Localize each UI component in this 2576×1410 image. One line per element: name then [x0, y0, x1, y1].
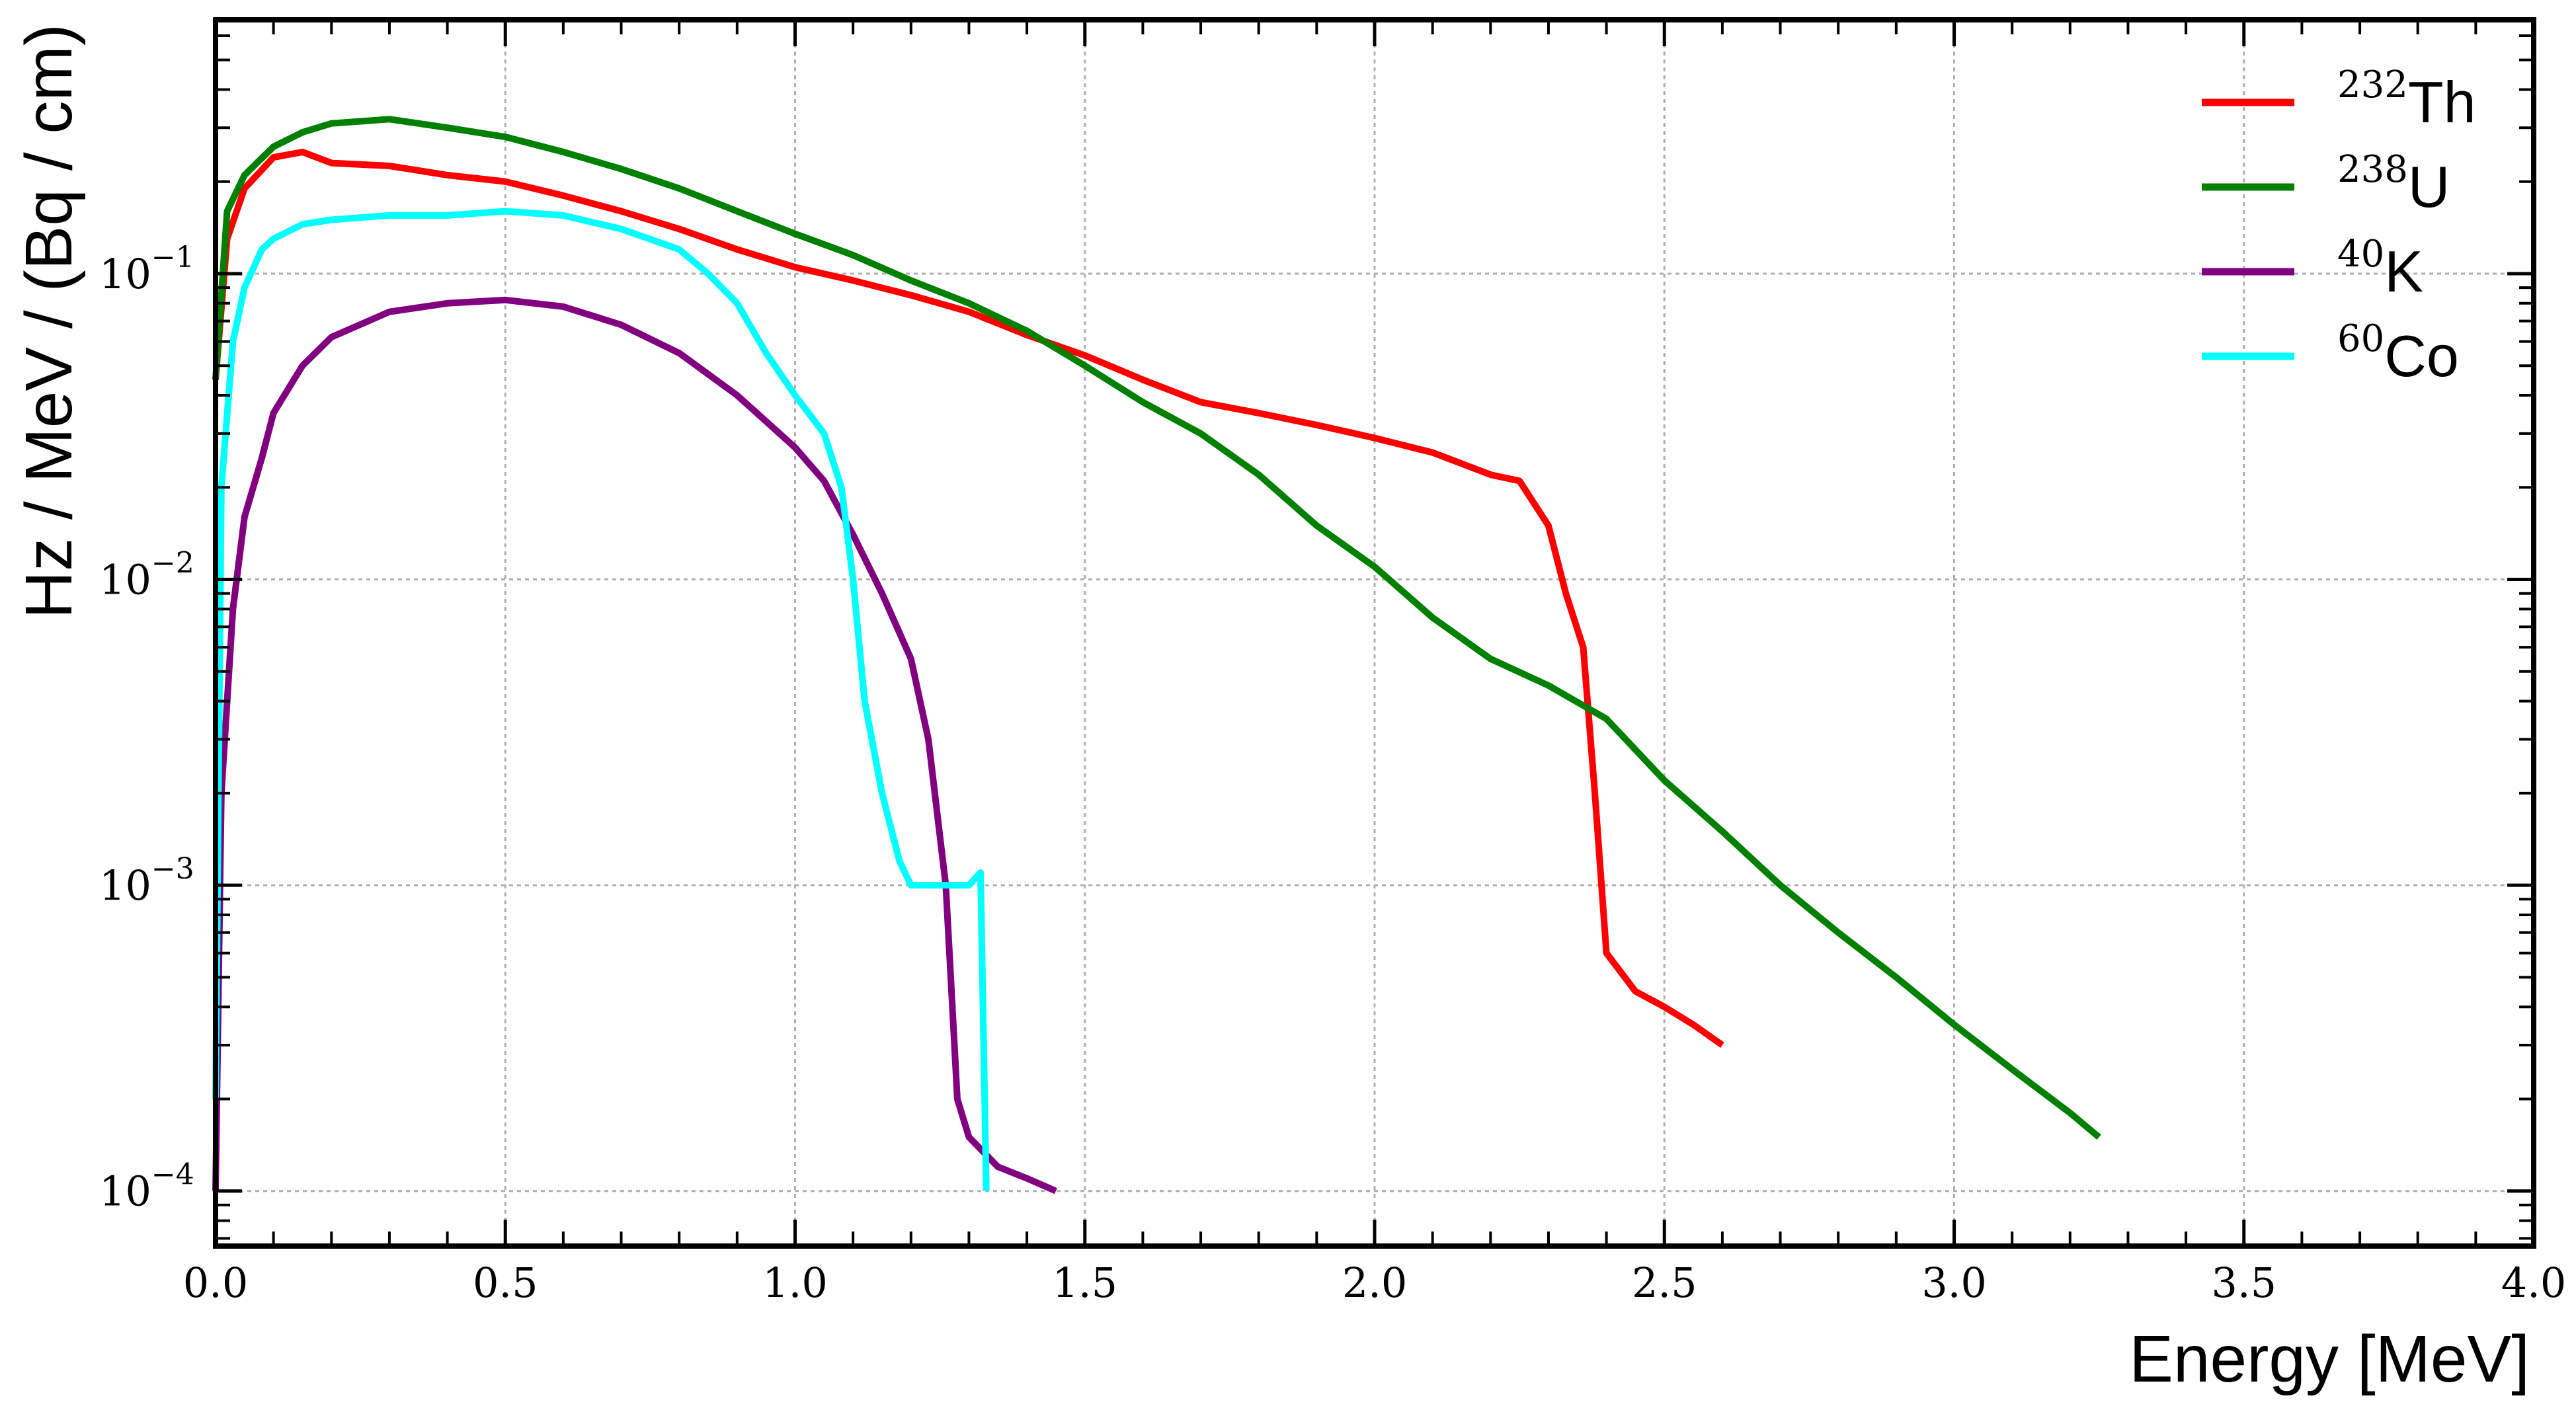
- legend-mass-number: 238: [2337, 148, 2408, 191]
- x-tick-label: 0.5: [473, 1259, 538, 1307]
- x-tick-label: 1.0: [762, 1259, 828, 1307]
- x-tick-label: 2.5: [1632, 1259, 1697, 1307]
- legend-element-symbol: U: [2408, 154, 2450, 219]
- legend-mass-number: 60: [2337, 317, 2384, 360]
- grid-lines: [216, 20, 2534, 1246]
- y-tick-label: 10−2: [99, 547, 194, 604]
- x-tick-label: 3.5: [2211, 1259, 2276, 1307]
- y-tick-label: 10−4: [99, 1158, 194, 1216]
- legend-label-k: 40K: [2337, 233, 2423, 304]
- legend-label-u: 238U: [2337, 148, 2450, 219]
- legend-label-th: 232Th: [2337, 63, 2476, 135]
- y-tick-label: 10−1: [99, 241, 194, 298]
- series-lines: [212, 116, 2101, 1195]
- x-axis-title: Energy [MeV]: [2129, 1322, 2530, 1396]
- legend-element-symbol: Co: [2384, 323, 2459, 389]
- x-tick-label: 1.5: [1052, 1259, 1117, 1307]
- y-tick-exponent: −4: [151, 1158, 194, 1192]
- y-tick-exponent: −1: [151, 241, 194, 274]
- x-tick-labels: 0.0 0.5 1.0 1.5 2.0 2.5 3.0 3.5 4.0: [183, 1259, 2567, 1307]
- series-line-k: [212, 296, 1057, 1195]
- y-tick-exponent: −3: [151, 852, 194, 886]
- legend-mass-number: 232: [2337, 63, 2408, 106]
- legend-label-co: 60Co: [2337, 317, 2459, 389]
- x-tick-label: 3.0: [1921, 1259, 1987, 1307]
- x-tick-label: 0.0: [183, 1259, 249, 1307]
- legend-mass-number: 40: [2337, 233, 2384, 276]
- y-tick-labels: 10−4 10−3 10−2 10−1: [99, 241, 194, 1216]
- x-tick-label: 4.0: [2501, 1259, 2567, 1307]
- series-line-co: [212, 208, 990, 1191]
- y-tick-label: 10−3: [99, 852, 194, 910]
- axis-ticks: [214, 20, 2536, 1246]
- series-line-th: [212, 148, 1724, 1048]
- y-tick-exponent: −2: [151, 547, 194, 580]
- series-line-u: [212, 116, 2101, 1140]
- y-axis-title: Hz / MeV / (Bq / cm): [12, 24, 86, 619]
- legend-element-symbol: Th: [2408, 69, 2476, 135]
- legend-element-symbol: K: [2384, 239, 2423, 304]
- x-tick-label: 2.0: [1342, 1259, 1408, 1307]
